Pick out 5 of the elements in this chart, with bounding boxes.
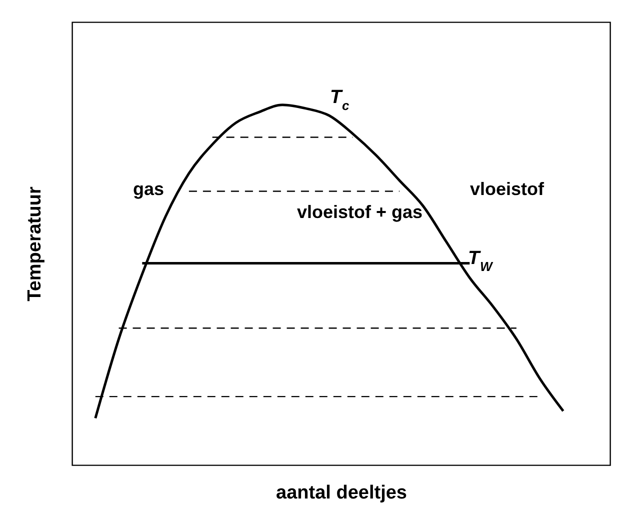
y-axis-title: Temperatuur <box>24 186 46 302</box>
annotation: vloeistof <box>470 179 546 199</box>
annotation: gas <box>133 179 164 199</box>
x-axis-title: aantal deeltjes <box>276 482 407 504</box>
annotation: vloeistof + gas <box>297 202 423 222</box>
